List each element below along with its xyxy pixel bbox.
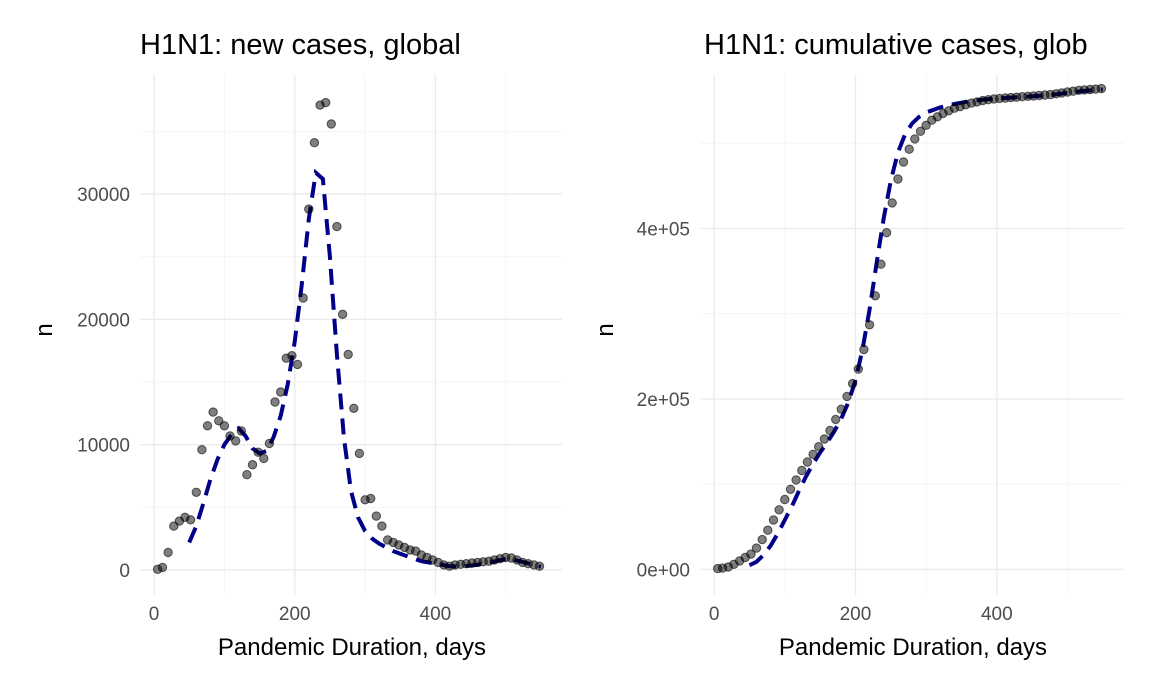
- data-point: [231, 436, 241, 446]
- data-point: [247, 460, 258, 470]
- grid-new-cases: [140, 75, 562, 595]
- data-point: [887, 198, 897, 208]
- data-point: [185, 515, 196, 525]
- ticks-cumulative-cases: 0 200 400 0e+00 2e+05 4e+05: [637, 219, 1013, 625]
- data-point: [366, 493, 376, 504]
- fit-line: [187, 168, 542, 569]
- data-point: [746, 549, 756, 559]
- y-tick-label: 30000: [77, 185, 130, 206]
- data-point: [864, 320, 875, 330]
- fit-line: [748, 87, 1103, 567]
- data-point: [757, 534, 767, 545]
- data-point: [842, 391, 852, 402]
- data-point: [751, 543, 762, 553]
- data-point: [797, 465, 807, 476]
- data-point: [309, 138, 320, 148]
- y-axis-title-cumulative-cases: n: [592, 323, 619, 336]
- data-point: [264, 438, 275, 449]
- data-point: [343, 349, 353, 360]
- data-point: [321, 97, 331, 108]
- fit-line-new-cases: [187, 168, 542, 569]
- data-point: [197, 445, 207, 455]
- chart-title-new-cases: H1N1: new cases, global: [140, 29, 461, 61]
- data-point: [208, 407, 218, 417]
- data-point: [763, 525, 773, 535]
- x-axis-title-new-cases: Pandemic Duration, days: [218, 634, 486, 661]
- x-tick-label: 200: [840, 604, 872, 625]
- y-tick-label: 4e+05: [637, 219, 690, 240]
- data-point: [819, 434, 830, 444]
- data-point: [163, 547, 173, 558]
- panel-new-cases: 0 200 400 0 10000 20000 30000 H1N1: new cases,…: [31, 29, 562, 661]
- x-axis-title-cumulative-cases: Pandemic Duration, days: [779, 634, 1047, 661]
- data-point: [904, 144, 914, 154]
- data-point: [898, 157, 909, 167]
- x-tick-label: 0: [149, 604, 160, 625]
- data-point: [354, 448, 365, 459]
- data-point: [253, 447, 263, 457]
- grid-cumulative-cases: [700, 75, 1124, 595]
- data-point: [881, 228, 892, 238]
- data-point: [808, 449, 818, 459]
- data-point: [825, 425, 835, 436]
- data-point: [836, 404, 846, 414]
- y-tick-label: 10000: [77, 436, 130, 457]
- data-point: [326, 119, 336, 129]
- data-point: [831, 414, 841, 425]
- ticks-new-cases: 0 200 400 0 10000 20000 30000: [77, 185, 451, 625]
- data-point: [853, 364, 863, 374]
- y-axis-title-new-cases: n: [31, 323, 58, 336]
- data-point: [292, 359, 303, 370]
- data-point: [1096, 83, 1107, 94]
- data-point: [337, 309, 348, 319]
- data-point: [236, 426, 247, 436]
- points-new-cases: [152, 97, 545, 574]
- data-point: [349, 403, 359, 413]
- data-point: [202, 421, 213, 431]
- data-point: [287, 351, 297, 361]
- data-point: [785, 484, 796, 494]
- data-point: [910, 134, 920, 144]
- y-tick-label: 0: [119, 561, 130, 582]
- data-point: [876, 259, 886, 269]
- data-point: [915, 126, 926, 137]
- x-tick-label: 400: [420, 604, 452, 625]
- data-point: [791, 475, 801, 485]
- data-point: [802, 457, 813, 467]
- panel-cumulative-cases: 0 200 400 0e+00 2e+05 4e+05 H1N1: cumulative …: [592, 29, 1124, 661]
- data-point: [774, 505, 784, 515]
- data-point: [371, 511, 381, 521]
- data-point: [859, 344, 869, 355]
- data-point: [242, 470, 252, 480]
- data-point: [780, 494, 790, 505]
- data-point: [814, 442, 824, 452]
- data-point: [377, 521, 387, 531]
- x-tick-label: 0: [709, 604, 720, 625]
- data-point: [270, 397, 280, 407]
- data-point: [332, 221, 342, 232]
- data-point: [768, 515, 779, 525]
- data-point: [276, 387, 286, 397]
- y-tick-label: 20000: [77, 310, 130, 331]
- data-point: [298, 293, 308, 303]
- data-point: [304, 204, 314, 214]
- points-cumulative-cases: [713, 83, 1107, 574]
- data-point: [259, 453, 269, 464]
- data-point: [870, 291, 880, 301]
- y-tick-label: 2e+05: [637, 390, 690, 411]
- x-tick-label: 200: [279, 604, 311, 625]
- y-tick-label: 0e+00: [637, 560, 690, 581]
- data-point: [534, 561, 545, 571]
- data-point: [893, 174, 903, 184]
- data-point: [219, 421, 230, 431]
- fit-line-cumulative-cases: [748, 87, 1103, 567]
- x-tick-label: 400: [981, 604, 1013, 625]
- data-point: [191, 487, 202, 497]
- chart-title-cumulative-cases: H1N1: cumulative cases, glob: [704, 29, 1088, 61]
- data-point: [847, 378, 858, 389]
- data-point: [157, 562, 168, 573]
